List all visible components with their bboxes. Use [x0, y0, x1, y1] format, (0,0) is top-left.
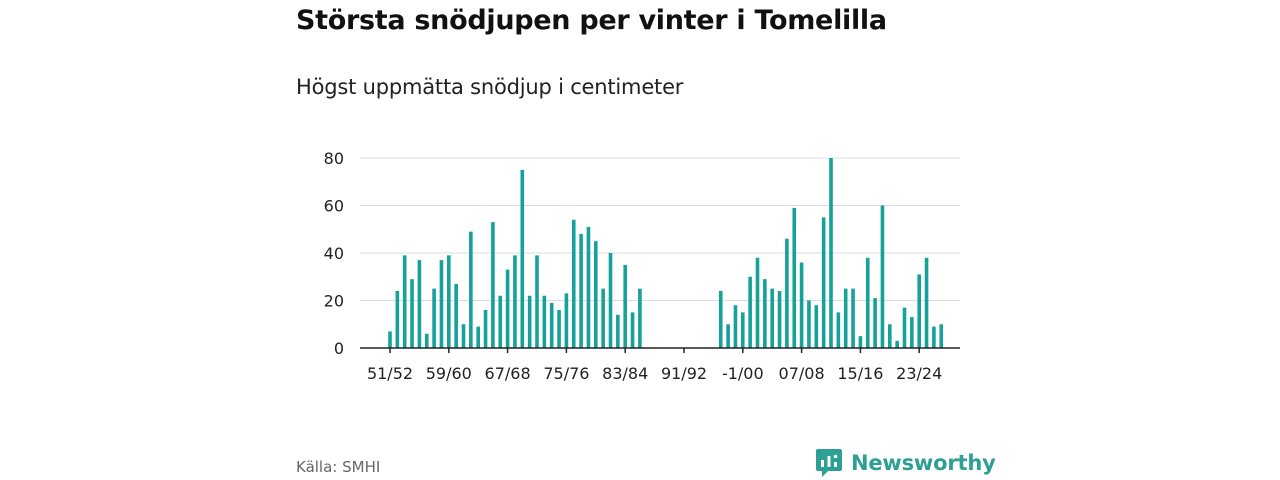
bar-62/63	[469, 231, 473, 349]
bar-15/16	[858, 336, 863, 349]
bar-51/52	[388, 331, 392, 349]
bar-05/06	[785, 238, 789, 348]
bar-19/20	[888, 324, 892, 348]
y-tick-label-20: 20	[324, 292, 344, 311]
bar-77/78	[579, 234, 583, 348]
bar-11/12	[829, 158, 833, 348]
bar-65/66	[491, 222, 495, 349]
bar-83/84	[623, 264, 627, 349]
bar-06/07	[792, 207, 797, 349]
x-axis-ticks: 51/52 59/60 67/68 75/76 83/84 91/92 -1/00 07/08…	[367, 348, 942, 383]
bar-81/82	[608, 253, 613, 348]
bar-22/23	[910, 317, 914, 349]
bar-14/15	[851, 288, 855, 349]
bars	[388, 158, 944, 349]
bar-74/75	[557, 310, 561, 348]
bar-undefined	[939, 324, 944, 348]
bar-08/09	[807, 300, 811, 348]
brand-logo: Newsworthy	[815, 447, 996, 479]
bar-16/17	[865, 257, 870, 348]
bar-chart: 0 20 40 60 80 51/52 59/60 67/68 75/76 83/84 91/92…	[324, 149, 960, 383]
x-tick-label-51/52: 51/52	[367, 364, 413, 383]
bar-58/59	[439, 260, 444, 349]
bar-75/76	[564, 293, 569, 349]
bar-68/69	[513, 255, 517, 349]
bar-72/73	[542, 295, 547, 348]
bar-84/85	[630, 312, 635, 349]
x-tick-label-83/84: 83/84	[602, 364, 648, 383]
bar-70/71	[527, 295, 532, 348]
bar-66/67	[498, 295, 503, 348]
bar-12/13	[836, 312, 841, 349]
y-tick-label-40: 40	[324, 244, 344, 263]
x-tick-label-91/92: 91/92	[661, 364, 707, 383]
bar-04/05	[777, 291, 782, 348]
bar-01/02	[755, 257, 760, 348]
bar-undefined	[932, 326, 936, 349]
bar-21/22	[902, 307, 907, 349]
bar-82/83	[616, 314, 620, 348]
bar-78/79	[586, 226, 591, 349]
newsworthy-logo-icon	[816, 449, 842, 477]
bar-76/77	[571, 219, 576, 348]
x-tick-label--1/00: -1/00	[722, 364, 764, 383]
bar-53/54	[402, 255, 407, 349]
bar-71/72	[535, 255, 539, 349]
x-tick-label-67/68: 67/68	[485, 364, 531, 383]
bar-52/53	[395, 291, 400, 348]
bar-02/03	[763, 279, 767, 349]
grid-lines	[360, 157, 960, 301]
bar-24/25	[924, 257, 929, 348]
bar-23/24	[917, 274, 921, 349]
bar-73/74	[549, 302, 554, 349]
bar-20/21	[895, 340, 899, 349]
bar-00/01	[748, 276, 752, 348]
bar-13/14	[843, 288, 848, 349]
bar--1/00	[741, 312, 745, 349]
bar-60/61	[454, 283, 458, 349]
x-tick-label-15/16: 15/16	[837, 364, 883, 383]
bar-63/64	[476, 326, 480, 349]
y-tick-label-80: 80	[324, 149, 344, 168]
brand-name: Newsworthy	[851, 451, 996, 475]
y-tick-label-0: 0	[334, 339, 344, 358]
bar-55/56	[417, 260, 422, 349]
bar-98/99	[733, 305, 738, 348]
bar-59/60	[447, 255, 451, 349]
chart-title: Största snödjupen per vinter i Tomelilla	[296, 5, 887, 36]
bar-97/98	[726, 324, 730, 348]
x-tick-label-23/24: 23/24	[896, 364, 942, 383]
bar-57/58	[432, 288, 436, 349]
bar-80/81	[601, 288, 605, 349]
bar-10/11	[821, 217, 826, 349]
bar-18/19	[880, 205, 885, 348]
bar-69/70	[520, 169, 525, 349]
bar-67/68	[505, 269, 510, 349]
chart-subtitle: Högst uppmätta snödjup i centimeter	[296, 75, 684, 99]
source-note: Källa: SMHI	[296, 458, 381, 476]
bar-07/08	[799, 262, 804, 348]
x-tick-label-07/08: 07/08	[779, 364, 825, 383]
bar-17/18	[873, 298, 877, 349]
bar-56/57	[424, 333, 429, 348]
bar-64/65	[483, 310, 488, 348]
x-tick-label-59/60: 59/60	[426, 364, 472, 383]
y-tick-label-60: 60	[324, 197, 344, 216]
bar-79/80	[594, 241, 598, 349]
bar-96/97	[718, 291, 723, 348]
bar-61/62	[461, 324, 466, 348]
x-tick-label-75/76: 75/76	[543, 364, 589, 383]
bar-85/86	[638, 288, 642, 349]
bar-54/55	[410, 279, 414, 349]
bar-03/04	[770, 288, 774, 349]
bar-09/10	[814, 305, 819, 348]
y-axis-tick-labels: 0 20 40 60 80	[324, 149, 344, 358]
